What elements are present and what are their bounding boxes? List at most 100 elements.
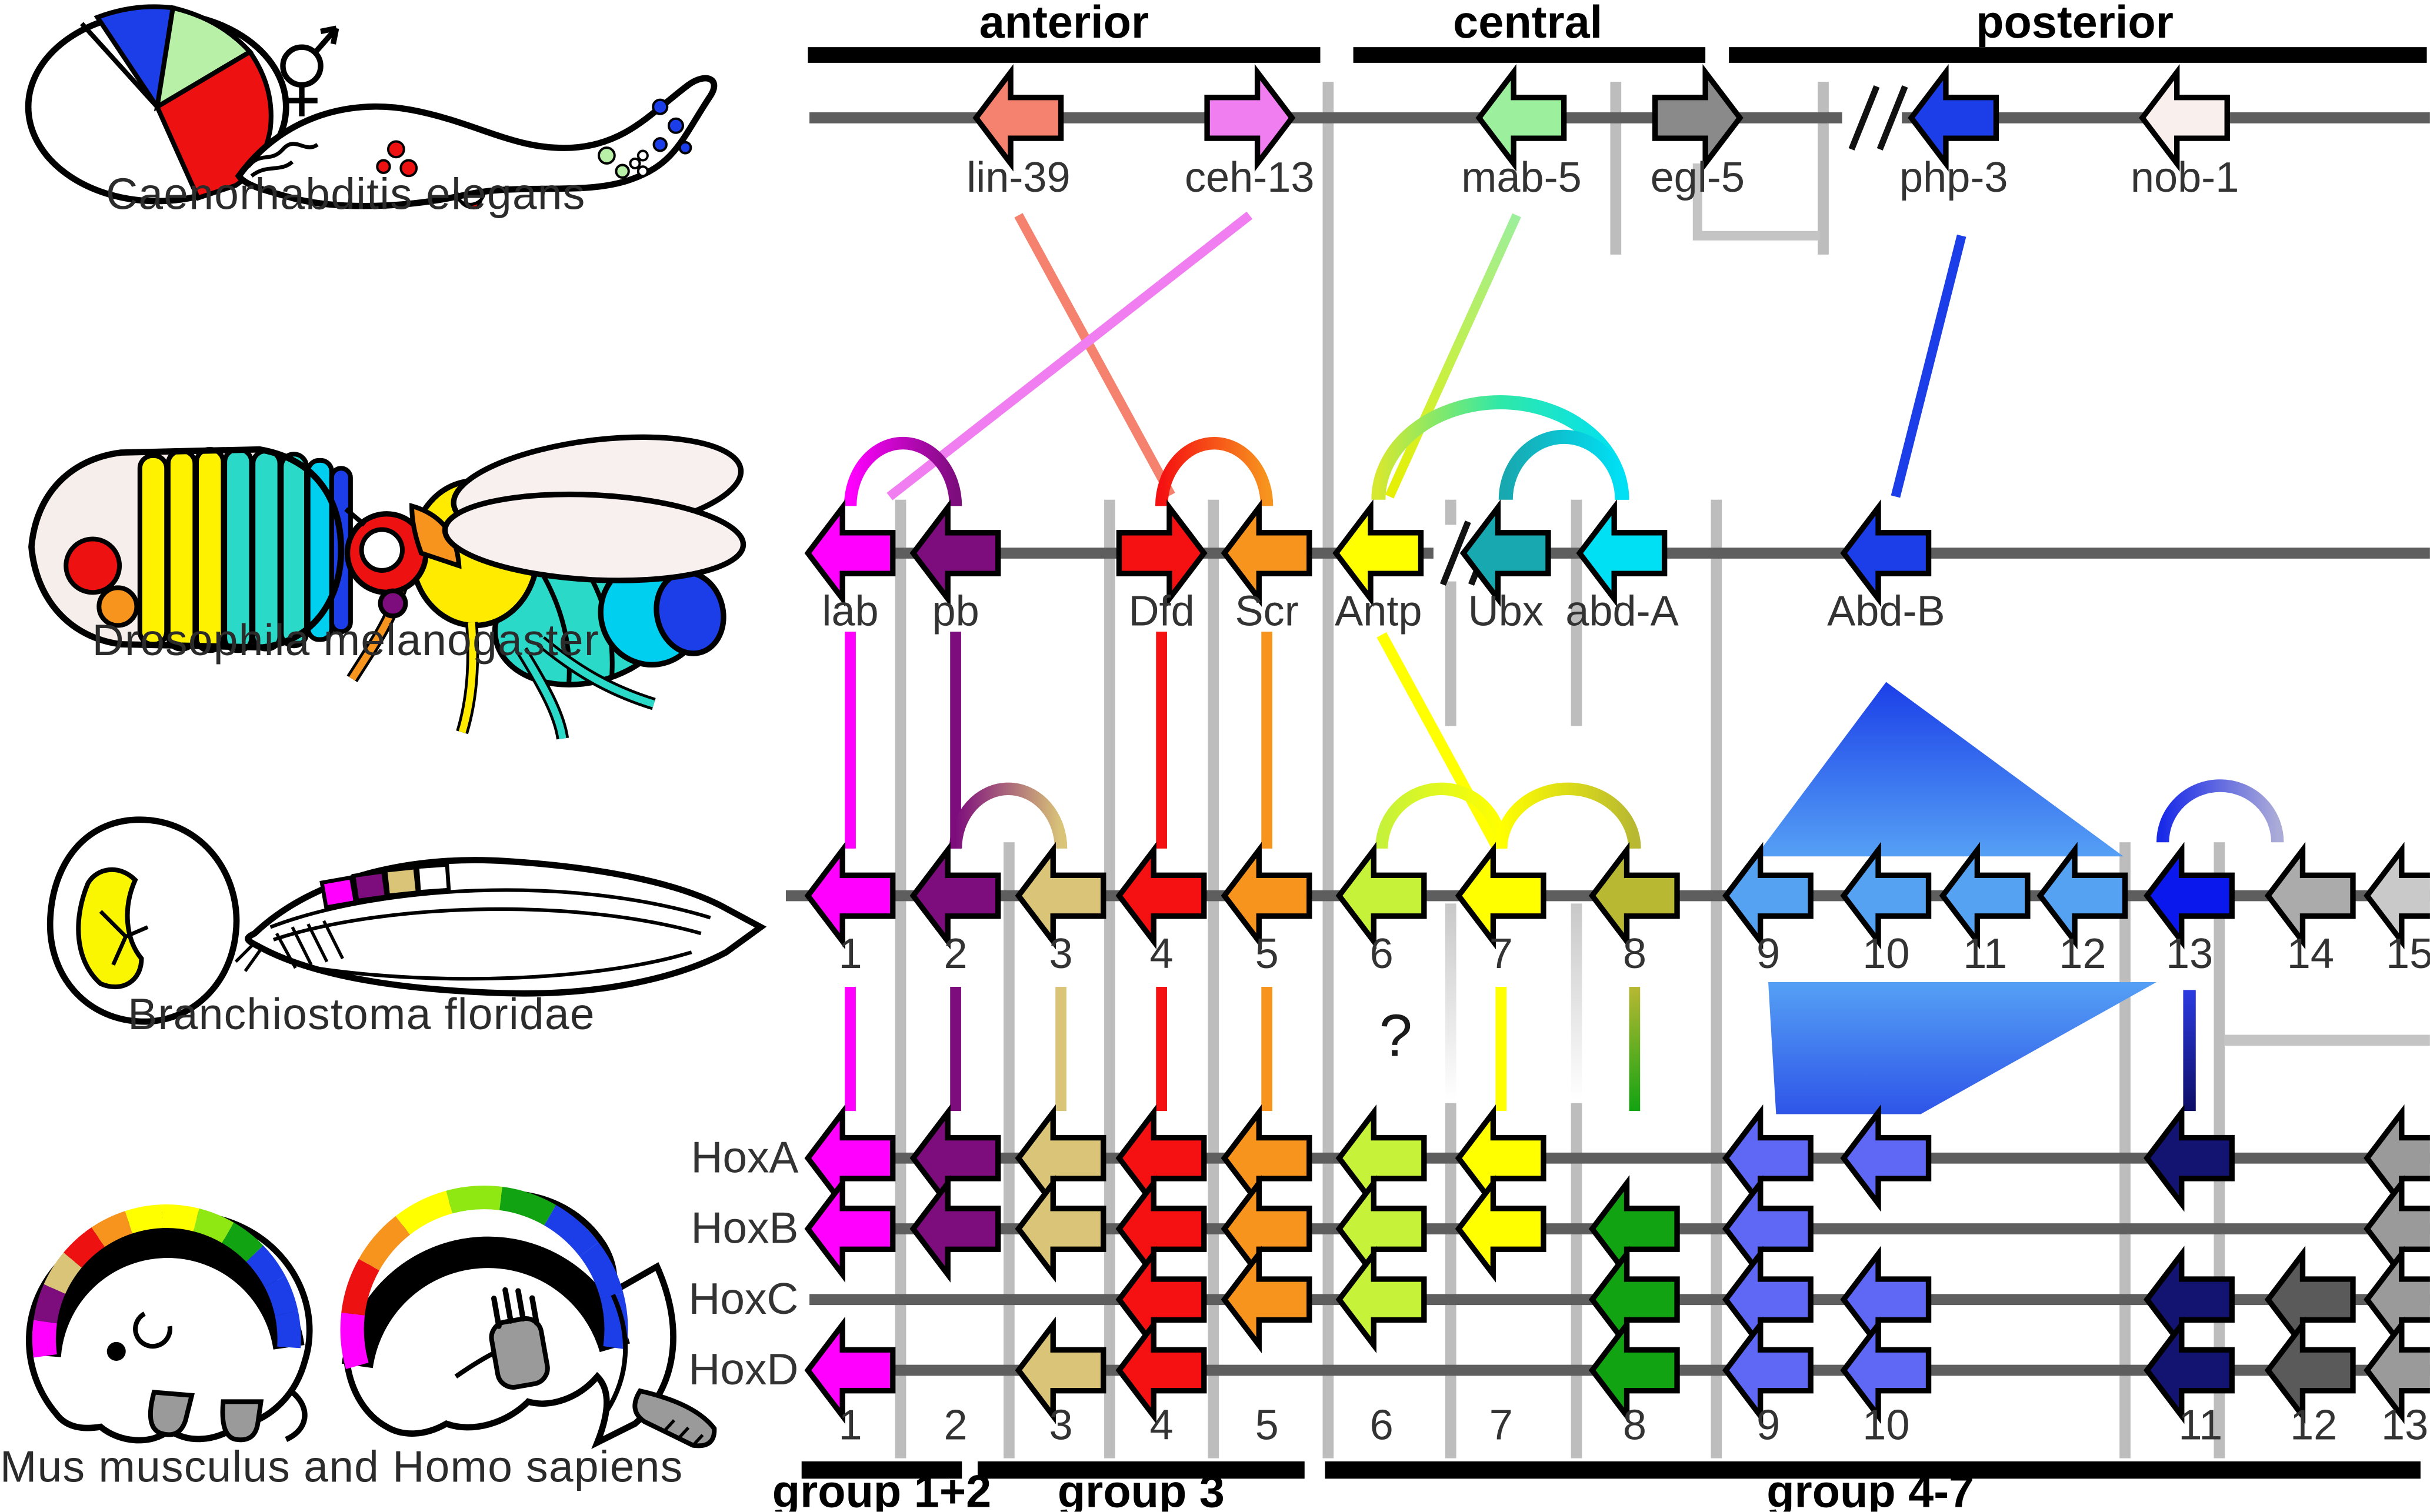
gene-arrow-amphioxus-3 <box>1015 842 1106 950</box>
gene-arrow-HoxA-10 <box>1840 1104 1932 1212</box>
arc-lab-pb <box>844 436 962 506</box>
link-mab5-antp <box>1385 213 1521 499</box>
embryo-hox-expression-band-segment <box>125 1204 164 1234</box>
paralog-number-4: 4 <box>1150 1402 1174 1449</box>
region-label-central: central <box>1453 0 1602 48</box>
gene-arrow-celegans-ceh-13 <box>1204 64 1296 172</box>
alignment-bar <box>1445 903 1456 1100</box>
alignment-bar <box>895 499 906 1458</box>
alignment-bar <box>1610 81 1622 255</box>
gene-arrow-HoxB-3 <box>1015 1175 1106 1283</box>
gene-label-2: 2 <box>944 930 968 977</box>
gene-label-10: 10 <box>1862 930 1909 977</box>
embryo-hox-expression-band-segment <box>264 1276 298 1316</box>
gene-arrow-HoxB-4 <box>1115 1175 1207 1283</box>
gene-arrow-celegans-mab-5 <box>1475 64 1567 172</box>
link-ceh13-lab <box>886 211 1253 500</box>
embryo-hox-expression-band-segment <box>446 1186 503 1214</box>
embryo-hox-expression-band-segment <box>340 1312 369 1370</box>
gene-arrow-HoxC-10 <box>1840 1246 1932 1354</box>
cluster-label-HoxA: HoxA <box>691 1132 798 1181</box>
gene-label-7: 7 <box>1489 930 1513 977</box>
gene-arrow-HoxD-10 <box>1840 1316 1932 1424</box>
gene-label-abd-A: abd-A <box>1565 588 1678 635</box>
embryo-hox-expression-band-segment <box>222 1222 264 1263</box>
embryo-hox-expression-band-segment <box>193 1208 234 1243</box>
link-php3-abdb <box>1891 234 1966 498</box>
alignment-bar <box>1104 499 1115 1458</box>
arc-dfd-scr <box>1155 436 1274 506</box>
embryo-hox-expression-band-segment <box>44 1252 82 1294</box>
gene-label-3: 3 <box>1049 930 1073 977</box>
gene-label-8: 8 <box>1623 930 1646 977</box>
gene-arrow-HoxD-1 <box>804 1316 896 1424</box>
gene-arrow-amphioxus-1 <box>804 842 896 950</box>
gene-label-6: 6 <box>1370 930 1394 977</box>
branchiostoma-illustration <box>46 816 767 1025</box>
gene-arrow-amphioxus-10 <box>1840 842 1932 950</box>
embryo-hox-expression-band-segment <box>341 1259 380 1316</box>
paralog-number-2: 2 <box>944 1402 968 1449</box>
gene-label-Antp: Antp <box>1335 588 1422 635</box>
gene-label-php-3: php-3 <box>1899 154 2008 201</box>
species-label-drosophila: Drosophila melanogaster <box>92 616 600 665</box>
gene-arrow-HoxB-5 <box>1221 1175 1312 1283</box>
gene-arrow-drosophila-Scr <box>1221 499 1312 607</box>
sequence-break-mark <box>1848 85 1908 151</box>
gene-label-pb: pb <box>932 588 979 635</box>
gene-arrow-HoxD-11 <box>2144 1316 2235 1424</box>
fan-abdb-amphi9-12 <box>1755 682 2124 857</box>
gene-label-mab-5: mab-5 <box>1461 154 1581 201</box>
gene-arrow-HoxA-1 <box>804 1104 896 1212</box>
embryo-hox-expression-band-segment <box>34 1284 66 1324</box>
paralog-number-12: 12 <box>2290 1402 2337 1449</box>
gene-arrow-HoxA-9 <box>1722 1104 1814 1212</box>
alignment-bar <box>1711 499 1722 1458</box>
group-bar-1 <box>977 1461 1305 1479</box>
header-bar-central <box>1353 47 1706 63</box>
alignment-bar <box>1818 81 1829 255</box>
gene-label-nob-1: nob-1 <box>2131 154 2239 201</box>
link-lin39-dfd <box>1014 213 1175 498</box>
embryo-hox-expression-band-segment <box>64 1227 105 1268</box>
celegans-illustration <box>25 4 718 210</box>
embryo-hox-expression-band-segment <box>579 1242 624 1300</box>
species-label-celegans: Caenorhabditis elegans <box>106 169 586 219</box>
header-bar-anterior <box>808 47 1321 63</box>
header-bar-posterior <box>1729 47 2427 63</box>
gene-arrow-HoxB-7 <box>1455 1175 1546 1283</box>
gene-arrow-amphioxus-9 <box>1722 842 1814 950</box>
gene-arrow-HoxC-5 <box>1221 1246 1312 1354</box>
gene-arrow-drosophila-Ubx <box>1459 499 1551 607</box>
gene-arrow-amphioxus-7 <box>1455 842 1546 950</box>
link-antp-amphi7 <box>1376 632 1503 852</box>
paralog-number-10: 10 <box>1862 1402 1909 1449</box>
gene-label-Scr: Scr <box>1235 588 1299 635</box>
gene-arrow-drosophila-abd-A <box>1576 499 1668 607</box>
gene-arrow-HoxD-8 <box>1588 1316 1680 1424</box>
cluster-label-HoxC: HoxC <box>688 1274 798 1323</box>
gene-arrow-HoxC-4 <box>1115 1246 1207 1354</box>
uncertain-homology-question-mark: ? <box>1379 1002 1412 1069</box>
gene-arrow-amphioxus-2 <box>909 842 1001 950</box>
gene-arrow-amphioxus-15 <box>2364 842 2430 950</box>
arc-amphi2-3 <box>949 782 1068 849</box>
species-label-branchiostoma: Branchiostoma floridae <box>128 990 595 1039</box>
gene-arrow-amphioxus-5 <box>1221 842 1312 950</box>
paralog-number-6: 6 <box>1370 1402 1394 1449</box>
gene-arrow-amphioxus-14 <box>2264 842 2356 950</box>
paralog-number-11: 11 <box>2178 1402 2222 1449</box>
gene-label-lab: lab <box>822 588 878 635</box>
gene-label-Abd-B: Abd-B <box>1827 588 1945 635</box>
paralog-number-8: 8 <box>1623 1402 1646 1449</box>
gene-label-12: 12 <box>2059 930 2106 977</box>
paralog-number-3: 3 <box>1049 1402 1073 1449</box>
gene-arrow-HoxA-4 <box>1115 1104 1207 1212</box>
paralog-number-5: 5 <box>1255 1402 1279 1449</box>
arc-ubx-abda <box>1498 429 1629 500</box>
gene-label-13: 13 <box>2166 930 2213 977</box>
gene-arrow-celegans-nob-1 <box>2139 64 2230 172</box>
gene-arrow-drosophila-Antp <box>1332 499 1424 607</box>
